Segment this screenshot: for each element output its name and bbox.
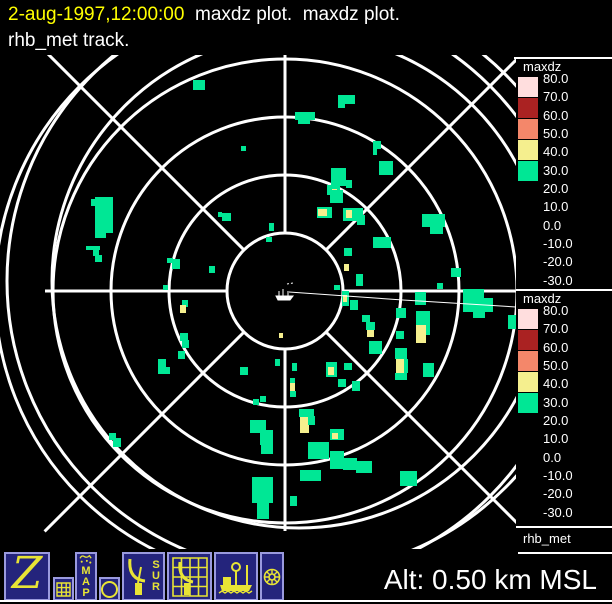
legend-tick-label: -20.0 [543,254,573,270]
gridded-scan-button[interactable] [167,552,212,601]
color-legend-upper: maxdz 80.0 70.0 60.0 50.0 40.0 30.0 20.0 10.0 0.… [516,58,612,290]
legend-swatch-80-70 [518,77,538,97]
legend-title: maxdz [523,291,562,306]
ship-marker [275,282,294,301]
legend-tick-label: 60.0 [543,339,569,355]
legend-tick-label: 70.0 [543,89,569,105]
ship-platform-button[interactable] [214,552,258,601]
legend-mid-separator [516,289,612,291]
circle-tool-button[interactable] [99,577,120,601]
legend-tick-labels: 80.0 70.0 60.0 50.0 40.0 30.0 20.0 10.0 0.0 -10.0… [543,304,573,524]
source-label: rhb_met [523,531,571,546]
altitude-readout: Alt: 0.50 km MSL [383,564,597,595]
legend-tick-label: 20.0 [543,181,569,197]
map-icon [79,554,92,564]
legend-tick-label: -20.0 [543,486,573,502]
grid-icon [56,581,71,597]
track-name-label: rhb_met track. [8,30,130,51]
circle-icon [101,580,118,598]
ship-icon [218,561,253,594]
zebra-z-icon: Z [11,547,43,599]
range-ring-grid [0,55,516,549]
window-bottom-border [0,600,612,602]
legend-tick-label: 70.0 [543,321,569,337]
legend-tick-label: 50.0 [543,126,569,142]
legend-color-bar [518,77,538,182]
legend-tick-label: -30.0 [543,272,573,288]
grid-tool-button[interactable] [53,577,74,601]
title-bar: 2-aug-1997,12:00:00 maxdz plot. maxdz pl… [8,2,400,28]
legend-tick-label: 20.0 [543,413,569,429]
legend-tick-label: 40.0 [543,376,569,392]
legend-tick-label: 30.0 [543,162,569,178]
source-section-top-separator [516,526,612,528]
legend-swatch-40-30 [518,393,538,413]
legend-swatch-60-50 [518,351,538,371]
legend-tick-label: 60.0 [543,107,569,123]
zebra-logo-button[interactable]: Z [4,547,50,601]
ship-track-line [288,291,516,308]
legend-tick-label: 0.0 [543,449,562,465]
legend-swatch-60-50 [518,119,538,139]
legend-swatch-80-70 [518,309,538,329]
legend-tick-label: -10.0 [543,468,573,484]
legend-tick-label: 80.0 [543,303,569,318]
wheel-tool-button[interactable] [260,552,284,601]
radar-echoes [86,80,516,519]
timestamp-label: 2-aug-1997,12:00:00 [8,4,185,25]
legend-tick-label: 10.0 [543,199,569,215]
legend-tick-label: 10.0 [543,431,569,447]
wheel-icon [263,568,281,585]
radar-plot[interactable] [0,55,516,549]
plot-names-label: maxdz plot. maxdz plot. [184,4,400,25]
radar-dish-icon [128,558,146,595]
legend-swatch-50-40 [518,372,538,392]
color-legend-lower: maxdz 80.0 70.0 60.0 50.0 40.0 30.0 20.0 10.0 0.… [516,290,612,522]
legend-tick-label: 0.0 [543,217,562,233]
legend-swatch-40-30 [518,161,538,181]
legend-tick-label: 40.0 [543,144,569,160]
radar-grid-icon [171,556,208,597]
source-section-bottom-separator [518,552,612,554]
legend-tick-label: 80.0 [543,71,569,86]
legend-tick-label: 30.0 [543,394,569,410]
legend-tick-label: -10.0 [543,236,573,252]
legend-tick-label: -30.0 [543,504,573,520]
legend-swatch-50-40 [518,140,538,160]
legend-tick-label: 50.0 [543,358,569,374]
legend-color-bar [518,309,538,414]
legend-title: maxdz [523,59,562,74]
legend-top-separator [514,57,612,59]
legend-swatch-70-60 [518,330,538,350]
legend-tick-labels: 80.0 70.0 60.0 50.0 40.0 30.0 20.0 10.0 0.0 -10.0… [543,72,573,292]
legend-swatch-70-60 [518,98,538,118]
